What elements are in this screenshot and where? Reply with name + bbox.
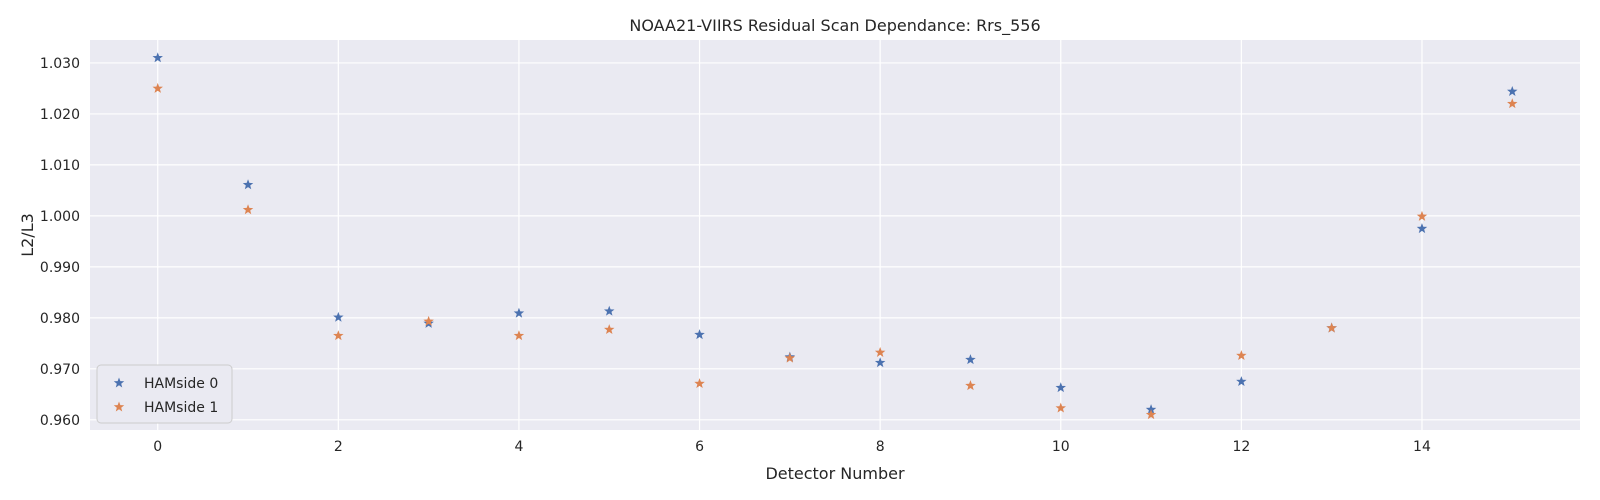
legend-label: HAMside 0 [144, 376, 218, 392]
x-tick-label: 6 [695, 439, 704, 455]
data-point-hamside-1 [1507, 98, 1518, 109]
data-point-hamside-1 [152, 82, 163, 93]
data-points [152, 52, 1518, 420]
y-tick-label: 0.970 [40, 362, 80, 378]
x-axis-label: Detector Number [765, 464, 905, 483]
y-axis-label: L2/L3 [18, 213, 37, 257]
legend-marker [113, 401, 125, 412]
data-point-hamside-0 [1055, 382, 1066, 393]
x-tick-label: 8 [876, 439, 885, 455]
y-tick-label: 0.980 [40, 311, 80, 327]
data-point-hamside-1 [423, 315, 434, 326]
data-point-hamside-0 [874, 357, 886, 368]
x-tick-label: 4 [514, 439, 523, 455]
data-point-hamside-1 [965, 380, 976, 391]
legend-marker [113, 377, 125, 388]
data-point-hamside-0 [694, 329, 705, 340]
chart-title: NOAA21-VIIRS Residual Scan Dependance: R… [629, 16, 1040, 36]
data-point-hamside-1 [1326, 322, 1337, 333]
data-point-hamside-1 [1055, 402, 1066, 413]
x-tick-label: 0 [153, 439, 162, 455]
y-tick-label: 1.030 [40, 56, 80, 72]
data-point-hamside-0 [1416, 223, 1428, 234]
data-point-hamside-1 [694, 378, 705, 389]
data-point-hamside-1 [242, 204, 254, 215]
y-tick-label: 1.010 [40, 158, 80, 174]
data-point-hamside-1 [1236, 350, 1247, 361]
x-tick-label: 14 [1413, 439, 1431, 455]
data-point-hamside-0 [152, 52, 163, 63]
data-point-hamside-0 [242, 179, 254, 190]
data-point-hamside-1 [513, 330, 525, 341]
data-point-hamside-0 [333, 311, 344, 322]
data-point-hamside-1 [1416, 210, 1428, 221]
data-point-hamside-1 [784, 352, 796, 363]
legend-box [96, 364, 233, 424]
y-tick-label: 1.000 [40, 209, 80, 225]
plot-area [90, 40, 1580, 430]
data-point-hamside-1 [333, 330, 344, 341]
legend-label: HAMside 1 [144, 400, 218, 416]
x-tick-label: 2 [334, 439, 343, 455]
y-tick-label: 1.020 [40, 107, 80, 123]
legend: HAMside 0 HAMside 1 [96, 364, 233, 424]
data-point-hamside-1 [1145, 409, 1157, 420]
data-point-hamside-0 [1507, 85, 1518, 96]
x-tick-label: 10 [1052, 439, 1070, 455]
y-tick-label: 0.990 [40, 260, 80, 276]
data-point-hamside-0 [1236, 376, 1247, 387]
data-point-hamside-0 [604, 305, 615, 316]
data-point-hamside-0 [965, 354, 976, 365]
x-tick-labels: 0 2 4 6 8 10 12 14 [153, 439, 1431, 455]
x-tick-label: 12 [1232, 439, 1250, 455]
data-point-hamside-0 [513, 307, 525, 318]
data-point-hamside-1 [874, 347, 886, 357]
y-tick-labels: 0.960 0.970 0.980 0.990 1.000 1.010 1.020 1.030 [40, 56, 80, 429]
y-tick-label: 0.960 [40, 413, 80, 429]
data-point-hamside-0 [1145, 404, 1157, 415]
data-point-hamside-1 [604, 324, 615, 335]
